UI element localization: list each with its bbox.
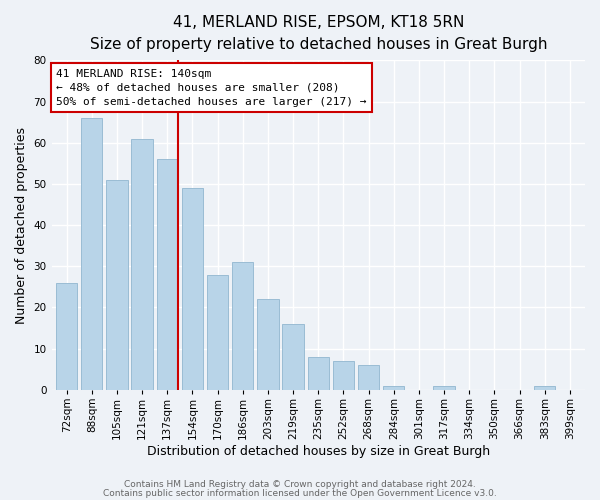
Bar bbox=[56, 283, 77, 390]
Bar bbox=[131, 138, 153, 390]
Text: 41 MERLAND RISE: 140sqm
← 48% of detached houses are smaller (208)
50% of semi-d: 41 MERLAND RISE: 140sqm ← 48% of detache… bbox=[56, 68, 367, 106]
Y-axis label: Number of detached properties: Number of detached properties bbox=[15, 126, 28, 324]
Bar bbox=[106, 180, 128, 390]
Bar bbox=[257, 299, 278, 390]
Text: Contains HM Land Registry data © Crown copyright and database right 2024.: Contains HM Land Registry data © Crown c… bbox=[124, 480, 476, 489]
Title: 41, MERLAND RISE, EPSOM, KT18 5RN
Size of property relative to detached houses i: 41, MERLAND RISE, EPSOM, KT18 5RN Size o… bbox=[89, 15, 547, 52]
Bar bbox=[308, 357, 329, 390]
Bar bbox=[333, 361, 354, 390]
Bar bbox=[81, 118, 103, 390]
Bar bbox=[232, 262, 253, 390]
Bar bbox=[433, 386, 455, 390]
Bar bbox=[207, 274, 229, 390]
Text: Contains public sector information licensed under the Open Government Licence v3: Contains public sector information licen… bbox=[103, 488, 497, 498]
Bar bbox=[283, 324, 304, 390]
Bar bbox=[358, 365, 379, 390]
Bar bbox=[157, 159, 178, 390]
Bar bbox=[182, 188, 203, 390]
Bar bbox=[534, 386, 556, 390]
Bar bbox=[383, 386, 404, 390]
X-axis label: Distribution of detached houses by size in Great Burgh: Distribution of detached houses by size … bbox=[147, 444, 490, 458]
